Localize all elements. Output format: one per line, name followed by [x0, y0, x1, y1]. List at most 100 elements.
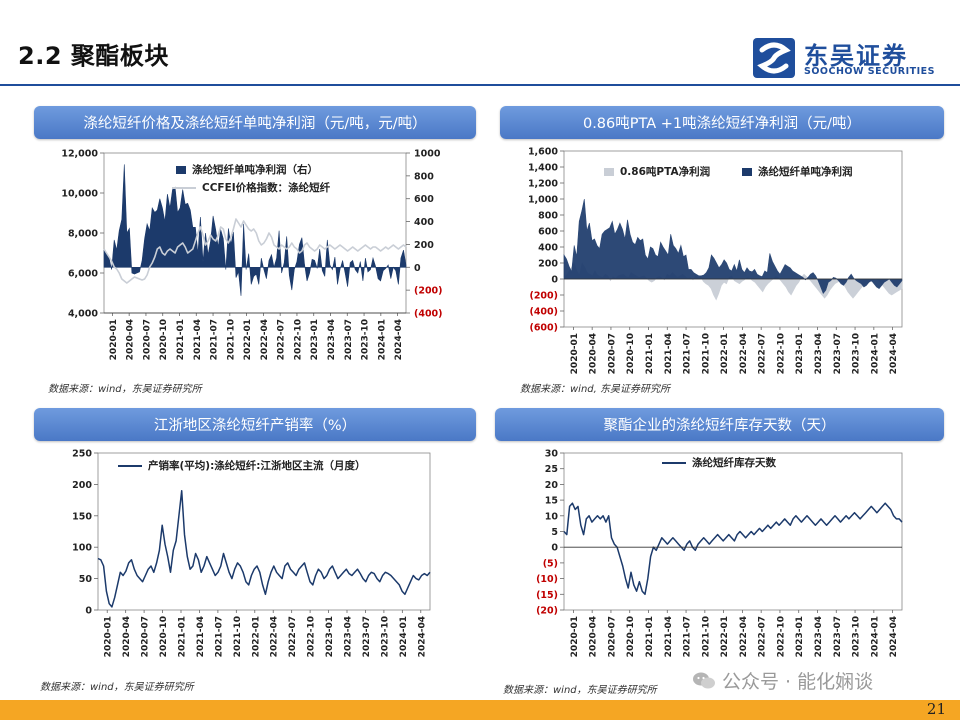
y-right-tick-label: 1000 — [414, 149, 441, 160]
series-area-1 — [103, 164, 407, 296]
x-tick-label: 2020-01 — [570, 333, 580, 374]
x-tick-label: 2024-04 — [889, 616, 899, 657]
x-tick-label: 2022-07 — [288, 616, 298, 657]
x-tick-label: 2023-04 — [344, 616, 354, 657]
plot-frame — [563, 150, 903, 328]
y-tick-label: 600 — [538, 227, 558, 238]
logo-mark-icon — [753, 38, 795, 78]
y-tick-label: 0 — [551, 543, 558, 554]
x-tick-label: 2021-01 — [645, 616, 655, 657]
title-divider — [0, 84, 960, 86]
legend-label-2: 涤纶短纤单吨净利润 — [758, 165, 853, 178]
chart2-header: 0.86吨PTA +1吨涤纶短纤净利润（元/吨） — [500, 106, 944, 139]
y-tick-label: 200 — [538, 259, 558, 270]
x-tick-label: 2021-01 — [645, 333, 655, 374]
y-tick-label: 50 — [79, 574, 93, 585]
x-tick-label: 2023-01 — [310, 319, 320, 360]
y-tick-label: 20 — [545, 480, 559, 491]
y-right-tick-label: (400) — [414, 309, 443, 320]
series-line-2 — [103, 218, 407, 284]
x-tick-label: 2024-04 — [394, 319, 404, 360]
y-tick-label: 1,400 — [528, 163, 558, 174]
chart-sales-rate: 250 200 150 100 50 0 2020-01 2020-04 2020-07 2020… — [40, 447, 470, 672]
x-tick-label: 2024-01 — [377, 319, 387, 360]
x-tick-label: 2020-01 — [570, 616, 580, 657]
y-tick-label: (10) — [536, 574, 558, 585]
x-tick-label: 2020-04 — [589, 333, 599, 374]
chart2-source: 数据来源：wind, 东吴证券研究所 — [520, 384, 670, 395]
x-tick-label: 2021-10 — [701, 333, 711, 374]
x-tick-label: 2021-10 — [701, 616, 711, 657]
x-tick-label: 2020-07 — [142, 319, 152, 360]
x-tick-label: 2020-10 — [159, 616, 169, 657]
x-tick-label: 2023-04 — [327, 319, 337, 360]
chart4-svg: 30 25 20 15 10 5 0 (5) (10) (15) (20) 2020-01 2020-0… — [536, 449, 903, 657]
chart-pta-fiber-profit: 1,600 1,400 1,200 1,000 800 600 400 200 0 (200) (4… — [518, 145, 938, 375]
y-tick-label: 100 — [72, 543, 92, 554]
y-tick-label: (600) — [529, 323, 558, 334]
series-area-2 — [563, 198, 903, 294]
x-tick-label: 2024-04 — [417, 616, 427, 657]
logo-text-en: SOOCHOW SECURITIES — [804, 66, 935, 77]
x-tick-label: 2022-10 — [293, 319, 303, 360]
y-tick-label: (15) — [536, 590, 558, 601]
x-tick-label: 2020-10 — [626, 333, 636, 374]
x-tick-label: 2021-01 — [176, 319, 186, 360]
x-tick-label: 2020-01 — [104, 616, 114, 657]
x-tick-label: 2023-07 — [344, 319, 354, 360]
x-tick-label: 2022-04 — [739, 616, 749, 657]
y-tick-label: (400) — [529, 307, 558, 318]
x-tick-label: 2020-07 — [607, 616, 617, 657]
bottom-bar — [0, 700, 960, 720]
legend-label-1: 0.86吨PTA净利润 — [620, 165, 710, 178]
y-tick-label: 12,000 — [61, 149, 98, 160]
y-tick-label: 0 — [85, 606, 92, 617]
y-tick-label: (200) — [529, 291, 558, 302]
y-right-tick-label: 200 — [414, 240, 434, 251]
x-tick-label: 2020-10 — [159, 319, 169, 360]
y-tick-label: (5) — [543, 558, 558, 569]
logo-text-cn: 东吴证券 — [804, 42, 908, 70]
chart1-svg: 12,000 10,000 8,000 6,000 4,000 1000 800 600 400… — [61, 149, 443, 361]
x-tick-label: 2022-01 — [243, 319, 253, 360]
y-tick-label: 1,200 — [528, 179, 558, 190]
x-tick-label: 2023-01 — [325, 616, 335, 657]
x-tick-label: 2022-04 — [260, 319, 270, 360]
chart1-header: 涤纶短纤价格及涤纶短纤单吨净利润（元/吨，元/吨） — [34, 106, 476, 139]
x-tick-label: 2020-07 — [141, 616, 151, 657]
chart4-header: 聚酯企业的涤纶短纤库存天数（天） — [495, 408, 944, 441]
y-tick-label: 1,000 — [528, 195, 558, 206]
x-tick-label: 2021-04 — [193, 319, 203, 360]
y-tick-label: (20) — [536, 606, 558, 617]
x-tick-label: 2022-07 — [277, 319, 287, 360]
y-tick-label: 6,000 — [68, 269, 98, 280]
y-right-tick-label: 0 — [414, 263, 421, 274]
y-right-tick-label: 600 — [414, 194, 434, 205]
x-tick-label: 2020-07 — [607, 333, 617, 374]
x-tick-label: 2023-10 — [852, 333, 862, 374]
legend-swatch-2 — [742, 168, 752, 176]
series-line-1 — [97, 489, 431, 608]
page-title: 2.2 聚酯板块 — [18, 42, 169, 70]
x-tick-label: 2022-04 — [270, 616, 280, 657]
x-tick-label: 2023-10 — [361, 319, 371, 360]
y-tick-label: 800 — [538, 211, 558, 222]
y-right-tick-label: (200) — [414, 286, 443, 297]
y-tick-label: 1,600 — [528, 147, 558, 158]
plot-frame — [563, 452, 903, 611]
y-right-tick-label: 800 — [414, 171, 434, 182]
x-tick-label: 2020-04 — [122, 616, 132, 657]
legend-swatch-1 — [176, 166, 186, 174]
x-tick-label: 2020-04 — [126, 319, 136, 360]
x-tick-label: 2022-10 — [307, 616, 317, 657]
watermark-text: 公众号 · 能化娴谈 — [722, 671, 874, 693]
chart-fiber-price-profit: 12,000 10,000 8,000 6,000 4,000 1000 800 600 400… — [40, 145, 470, 370]
legend-label-1: 涤纶短纤单吨净利润（右） — [192, 163, 318, 176]
y-tick-label: 30 — [545, 449, 559, 460]
x-tick-label: 2024-01 — [399, 616, 409, 657]
plot-frame — [97, 452, 431, 611]
x-tick-label: 2021-04 — [664, 616, 674, 657]
y-tick-label: 200 — [72, 480, 92, 491]
chart-inventory-days: 30 25 20 15 10 5 0 (5) (10) (15) (20) 2020-01 2020-0… — [500, 447, 940, 672]
y-tick-label: 250 — [72, 449, 92, 460]
